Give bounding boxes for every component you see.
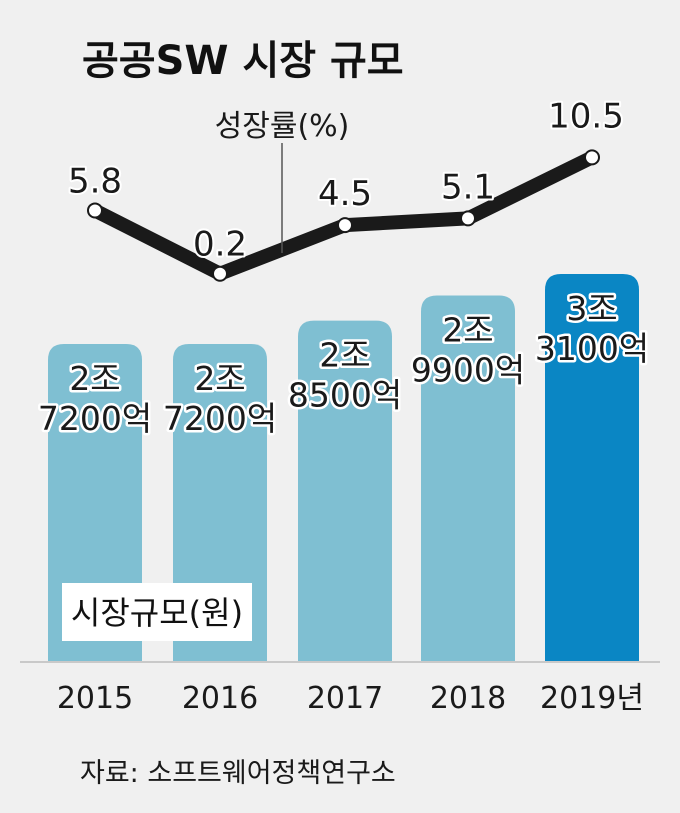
bar-2019년 bbox=[545, 274, 639, 662]
bar-value-label-2019년-1: 3조 bbox=[566, 289, 617, 328]
growth-point-2017 bbox=[337, 217, 353, 234]
x-tick-label-2019년: 2019년 bbox=[540, 681, 644, 716]
x-tick-label-2016: 2016 bbox=[182, 681, 258, 716]
growth-value-label-2016: 0.2 bbox=[193, 225, 247, 265]
growth-point-2015 bbox=[87, 202, 103, 219]
bar-value-label-2016-2: 7200억 bbox=[163, 399, 277, 438]
growth-value-label-2015: 5.8 bbox=[68, 161, 122, 201]
growth-legend-label: 성장률(%) bbox=[215, 109, 350, 144]
chart-title: 공공SW 시장 규모 bbox=[82, 38, 404, 84]
bar-value-label-2015-1: 2조 bbox=[69, 359, 120, 398]
bar-value-label-2016-1: 2조 bbox=[194, 359, 245, 398]
bar-2017 bbox=[298, 320, 392, 662]
bar-value-label-2015-2: 7200억 bbox=[38, 399, 152, 438]
x-tick-label-2017: 2017 bbox=[307, 681, 383, 716]
x-tick-label-2015: 2015 bbox=[57, 681, 133, 716]
bar-legend-box bbox=[62, 583, 252, 641]
bar-value-label-2018-2: 9900억 bbox=[411, 351, 525, 390]
bar-2016 bbox=[173, 344, 267, 662]
growth-point-2016 bbox=[212, 265, 228, 282]
bar-legend-label: 시장규모(원) bbox=[71, 594, 243, 632]
bar-2018 bbox=[421, 295, 515, 662]
bar-value-label-2018-1: 2조 bbox=[442, 311, 493, 350]
growth-point-2018 bbox=[460, 210, 476, 227]
bar-2015 bbox=[48, 344, 142, 662]
growth-point-2019년 bbox=[584, 149, 600, 166]
growth-value-label-2017: 4.5 bbox=[318, 174, 372, 214]
bar-value-label-2017-1: 2조 bbox=[319, 336, 370, 375]
x-tick-label-2018: 2018 bbox=[430, 681, 506, 716]
bar-value-label-2017-2: 8500억 bbox=[288, 376, 402, 415]
bar-value-label-2019년-2: 3100억 bbox=[535, 329, 649, 368]
growth-value-label-2018: 5.1 bbox=[441, 167, 495, 207]
growth-value-label-2019년: 10.5 bbox=[548, 96, 624, 136]
source-note: 자료: 소프트웨어정책연구소 bbox=[80, 758, 396, 789]
